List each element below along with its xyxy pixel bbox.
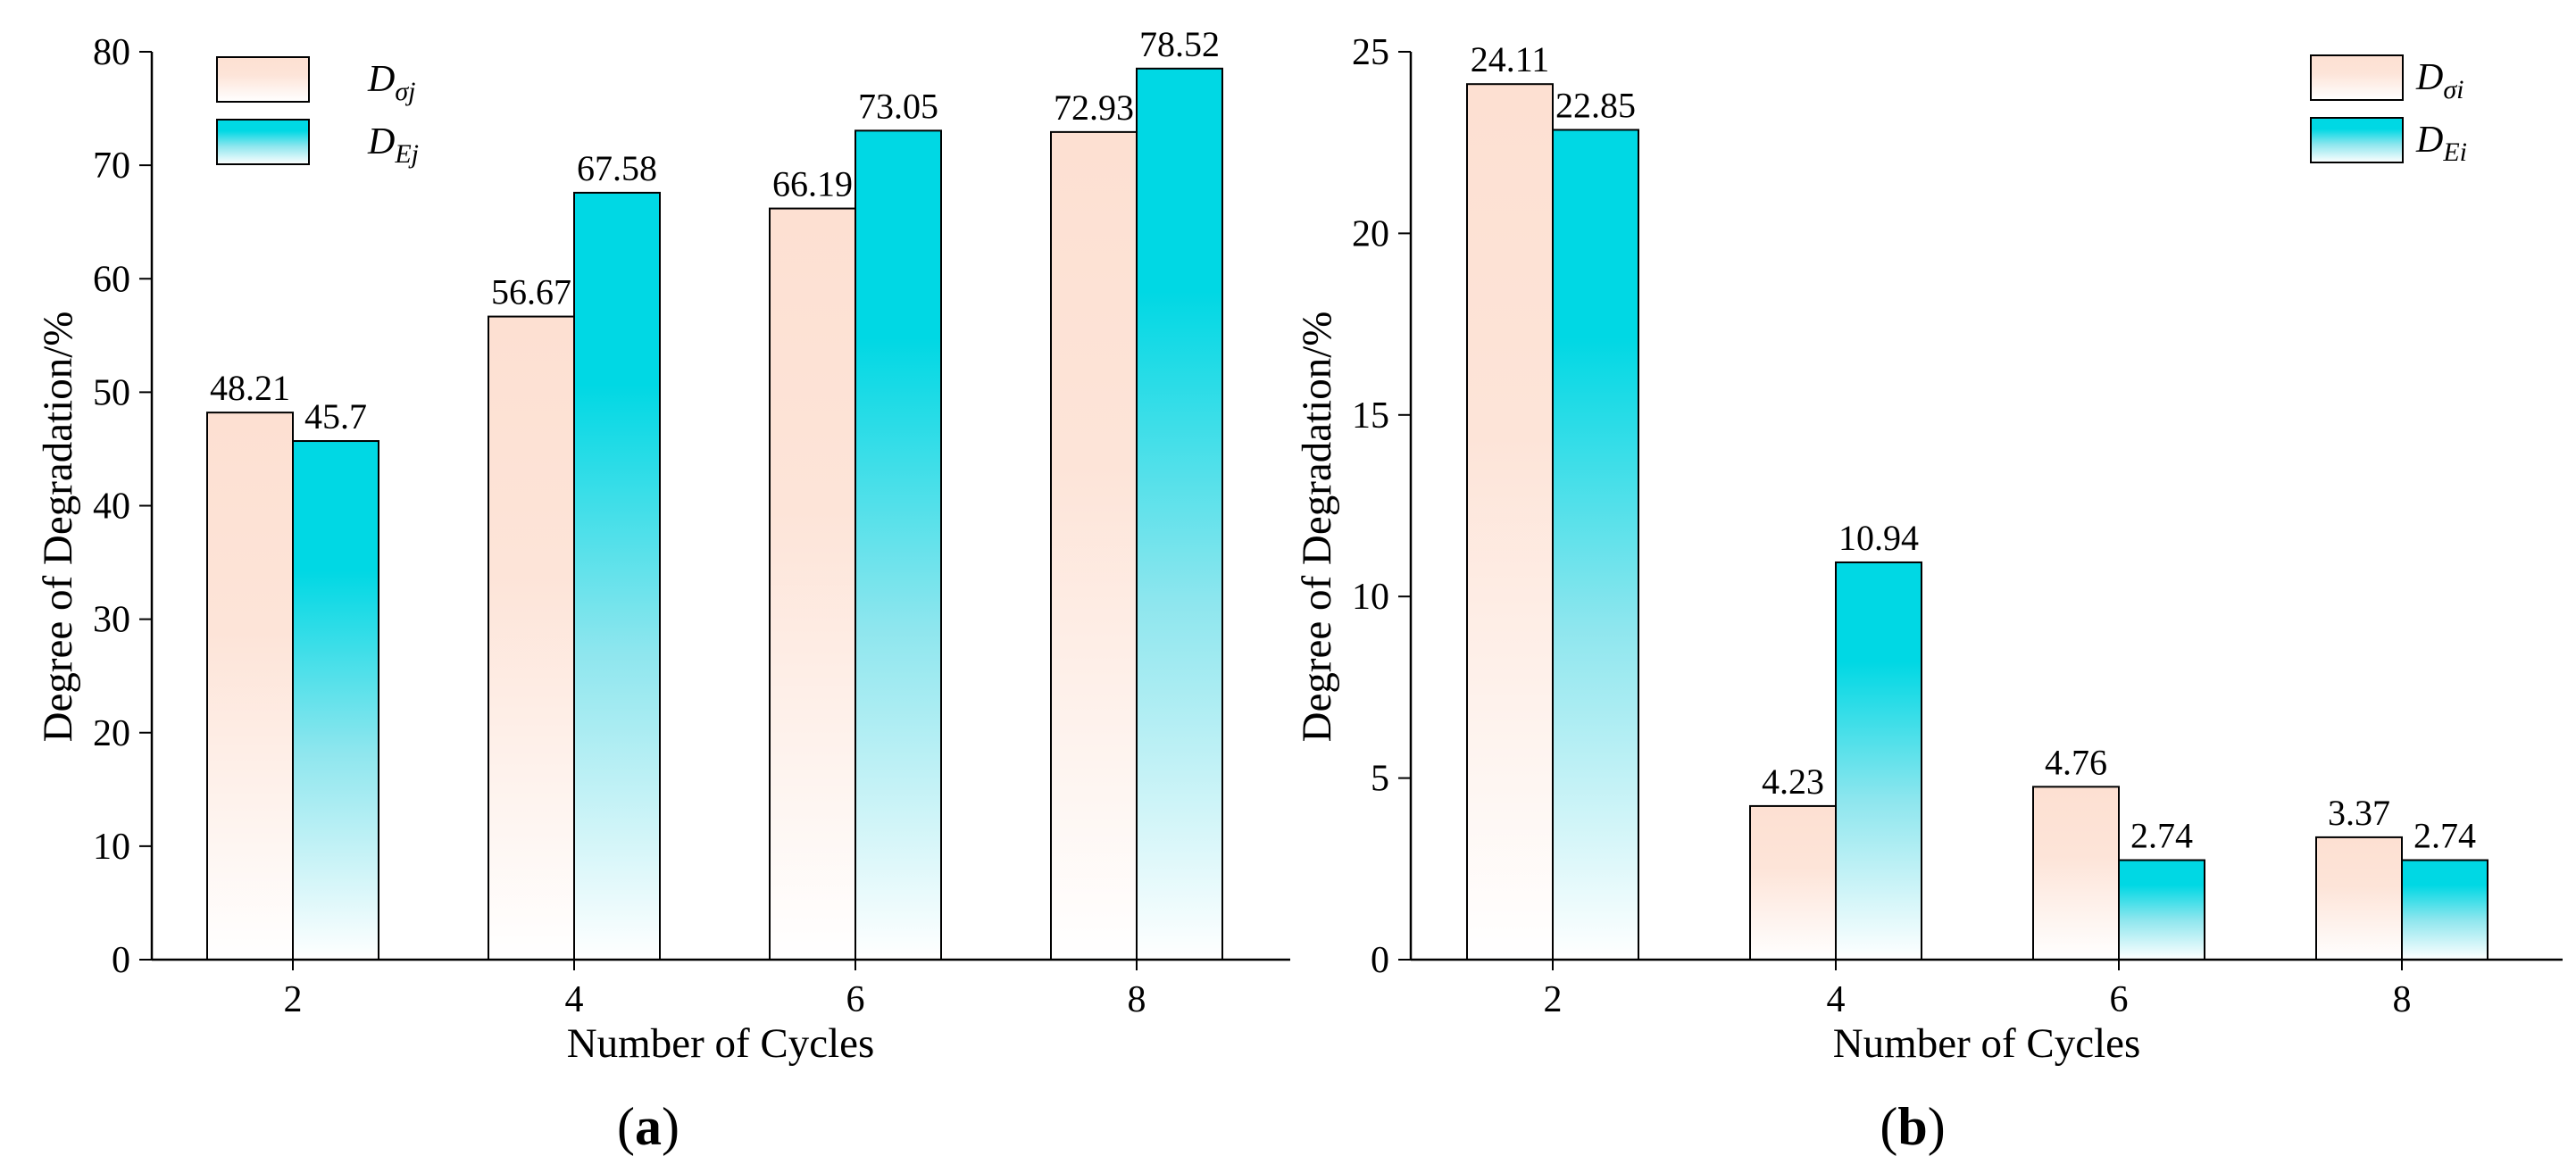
- value-label-a-peach-2: 48.21: [210, 368, 290, 408]
- y-tick-label-b-5: 5: [1371, 759, 1389, 800]
- value-label-a-cyan-2: 45.7: [304, 396, 367, 437]
- bar-a-cyan-2: [292, 440, 379, 961]
- value-label-b-peach-8: 3.37: [2328, 793, 2390, 833]
- bar-b-cyan-8: [2401, 859, 2488, 961]
- value-label-b-cyan-2: 22.85: [1555, 85, 1636, 125]
- value-label-a-cyan-8: 78.52: [1139, 24, 1220, 64]
- legend-swatch-b-cyan: [2310, 117, 2404, 163]
- y-tick-label-a-50: 50: [93, 372, 130, 413]
- bar-b-peach-6: [2032, 786, 2120, 961]
- y-tick-label-a-10: 10: [93, 827, 130, 868]
- x-tick-label-a-6: 6: [846, 979, 865, 1020]
- value-label-b-cyan-4: 10.94: [1838, 518, 1919, 558]
- bar-group-b: [1466, 83, 2488, 961]
- legend-label-b-cyan: DEi: [2415, 120, 2467, 167]
- legend-a: Dσj DEj: [216, 56, 419, 169]
- legend-swatch-a-peach: [216, 56, 310, 103]
- x-tick-label-b-8: 8: [2393, 979, 2412, 1020]
- value-label-a-peach-8: 72.93: [1054, 87, 1134, 128]
- y-ticks-a: 0 10 20 30 40 50 60 70 80: [93, 32, 152, 981]
- x-ticks-a: 2 4 6 8: [284, 960, 1146, 1020]
- y-tick-label-a-60: 60: [93, 259, 130, 300]
- y-axis-label-a: Degree of Degradation/%: [35, 312, 81, 743]
- y-tick-label-b-0: 0: [1371, 940, 1389, 981]
- legend-swatch-b-peach: [2310, 54, 2404, 101]
- value-label-a-peach-6: 66.19: [772, 164, 853, 204]
- bar-b-cyan-6: [2118, 859, 2205, 961]
- bar-group-a: [206, 67, 1223, 961]
- x-tick-label-b-6: 6: [2110, 979, 2129, 1020]
- legend-label-a-cyan: DEj: [367, 121, 419, 169]
- x-tick-label-a-4: 4: [565, 979, 584, 1020]
- value-label-b-cyan-8: 2.74: [2413, 816, 2476, 856]
- bar-a-peach-8: [1050, 130, 1138, 961]
- y-ticks-b: 0 5 10 15 20 25: [1352, 32, 1411, 981]
- bar-b-peach-4: [1749, 804, 1837, 961]
- value-label-a-cyan-4: 67.58: [577, 148, 657, 188]
- value-label-a-peach-4: 56.67: [491, 272, 571, 312]
- y-tick-label-b-15: 15: [1352, 395, 1389, 437]
- x-tick-label-b-2: 2: [1544, 979, 1563, 1020]
- x-tick-label-b-4: 4: [1827, 979, 1846, 1020]
- y-tick-label-b-25: 25: [1352, 32, 1389, 73]
- y-tick-label-a-80: 80: [93, 32, 130, 73]
- axes-b: [1409, 52, 2563, 961]
- value-label-a-cyan-6: 73.05: [858, 86, 938, 126]
- value-label-b-peach-2: 24.11: [1471, 39, 1550, 79]
- panel-label-a: (a): [617, 1097, 679, 1156]
- bar-a-peach-6: [769, 207, 856, 961]
- y-tick-label-b-20: 20: [1352, 213, 1389, 254]
- y-tick-label-a-70: 70: [93, 146, 130, 187]
- y-tick-label-a-0: 0: [112, 940, 130, 981]
- bar-b-cyan-4: [1835, 561, 1922, 961]
- legend-b: Dσi DEi: [2310, 54, 2467, 167]
- bar-b-peach-2: [1466, 83, 1554, 961]
- bar-a-cyan-4: [573, 191, 661, 961]
- x-axis-label-a: Number of Cycles: [567, 1020, 875, 1067]
- x-tick-label-a-8: 8: [1128, 979, 1146, 1020]
- legend-label-a-peach: Dσj: [367, 59, 415, 106]
- y-tick-label-a-40: 40: [93, 487, 130, 528]
- y-axis-label-b: Degree of Degradation/%: [1294, 312, 1340, 743]
- panel-label-b: (b): [1880, 1097, 1945, 1156]
- legend-swatch-a-cyan: [216, 119, 310, 165]
- y-tick-label-b-10: 10: [1352, 577, 1389, 618]
- value-label-b-cyan-6: 2.74: [2130, 816, 2193, 856]
- bar-a-cyan-6: [854, 129, 942, 961]
- bar-a-peach-4: [488, 315, 575, 961]
- bar-a-cyan-8: [1136, 67, 1223, 961]
- y-tick-label-a-30: 30: [93, 600, 130, 641]
- value-label-b-peach-6: 4.76: [2045, 742, 2107, 782]
- bar-b-peach-8: [2315, 836, 2403, 961]
- legend-label-b-peach: Dσi: [2415, 57, 2463, 104]
- x-axis-label-b: Number of Cycles: [1833, 1020, 2141, 1067]
- bar-a-peach-2: [206, 412, 294, 961]
- value-label-b-peach-4: 4.23: [1762, 761, 1824, 802]
- x-tick-label-a-2: 2: [284, 979, 303, 1020]
- x-ticks-b: 2 4 6 8: [1544, 960, 2412, 1020]
- y-tick-label-a-20: 20: [93, 713, 130, 754]
- bar-b-cyan-2: [1552, 129, 1639, 961]
